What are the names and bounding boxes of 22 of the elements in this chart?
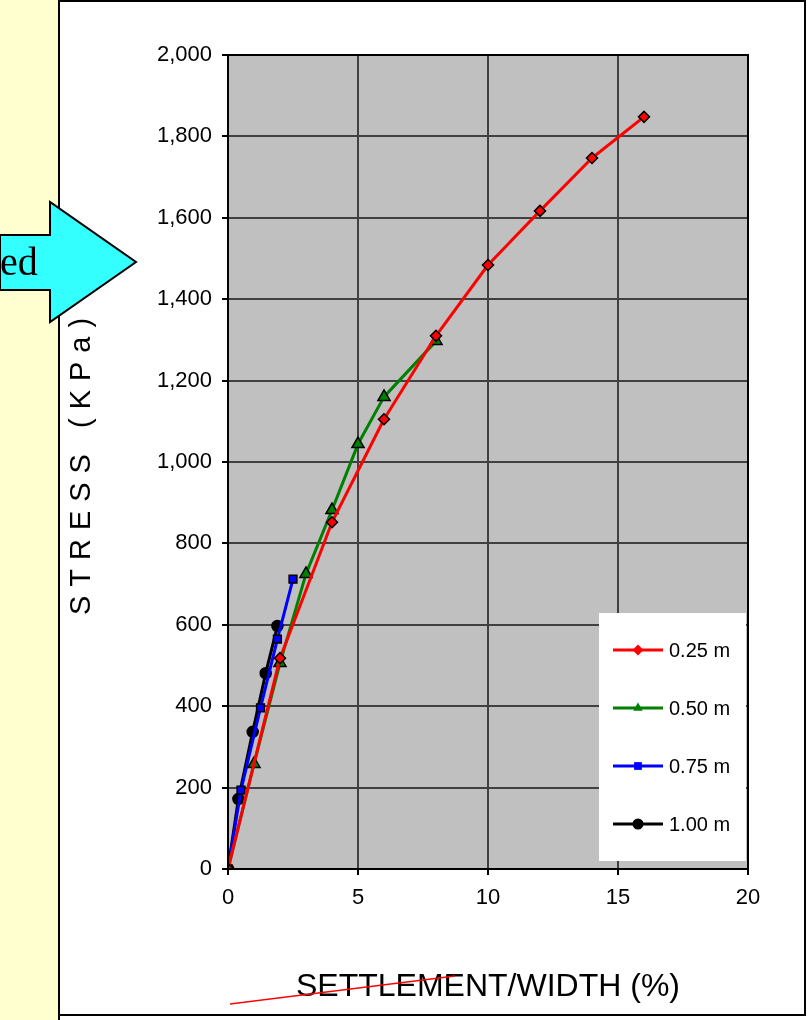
text: ed	[0, 238, 38, 286]
y-tick-label: 1,000	[156, 448, 212, 474]
y-tick-label: 2,000	[156, 41, 212, 67]
y-tick-label: 200	[175, 773, 212, 799]
x-tick-label: 20	[735, 884, 761, 910]
legend-label: 0.75 m	[669, 754, 731, 778]
y-tick-label: 1,800	[156, 122, 212, 148]
y-tick-label: 800	[175, 529, 212, 555]
y-tick-label: 600	[175, 610, 212, 636]
legend-label: 0.25 m	[669, 638, 731, 662]
y-tick-label: 0	[199, 855, 212, 881]
y-tick-label: 1,200	[156, 366, 212, 392]
y-axis-title: STRESS (KPa)	[63, 308, 97, 616]
y-tick-label: 1,600	[156, 203, 212, 229]
x-tick-label: 5	[351, 884, 365, 910]
x-tick-label: 15	[605, 884, 631, 910]
y-tick-label: 400	[175, 692, 212, 718]
y-tick-label: 1,400	[156, 285, 212, 311]
legend-label: 0.50 m	[669, 696, 731, 720]
x-tick-label: 0	[221, 884, 235, 910]
x-tick-label: 10	[475, 884, 501, 910]
legend-label: 1.00 m	[669, 812, 731, 836]
